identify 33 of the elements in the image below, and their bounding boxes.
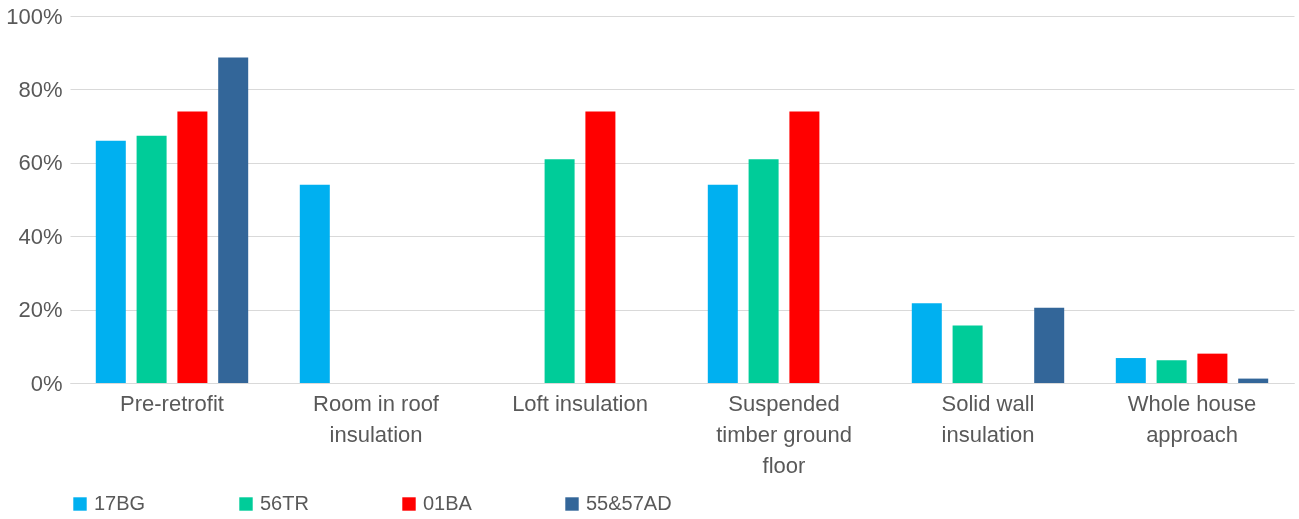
x-tick-label: Pre-retrofit [120,390,224,416]
y-tick-label: 40% [18,223,63,249]
legend-label: 56TR [260,492,309,514]
bar [95,140,126,383]
y-tick-label: 0% [30,370,63,396]
bar [136,135,167,383]
legend-label: 55&57AD [586,492,672,514]
x-tick-label: Whole house approach [1127,390,1257,447]
bar [707,184,738,383]
bar [544,159,575,383]
x-tick-label: Room in roof insulation [313,390,440,447]
bar [218,57,249,383]
bar [585,111,616,383]
bar [1156,360,1187,383]
y-tick-label: 20% [18,297,63,323]
bar [911,303,942,383]
bar [1115,358,1146,383]
bar [1197,353,1228,383]
x-tick-label: Suspended timber ground floor [716,390,852,478]
legend-label: 17BG [94,492,146,514]
x-tick-label: Solid wall insulation [941,390,1035,447]
bar [177,111,208,383]
bar [789,111,820,383]
y-tick-label: 80% [18,76,63,102]
bar [952,325,983,383]
bar [1034,307,1065,383]
legend-label: 01BA [423,492,473,514]
bar [748,159,779,383]
bar [299,184,330,383]
bar [1238,378,1269,383]
x-tick-label: Loft insulation [512,390,648,416]
y-tick-label: 60% [18,150,63,176]
y-tick-label: 100% [6,3,63,29]
